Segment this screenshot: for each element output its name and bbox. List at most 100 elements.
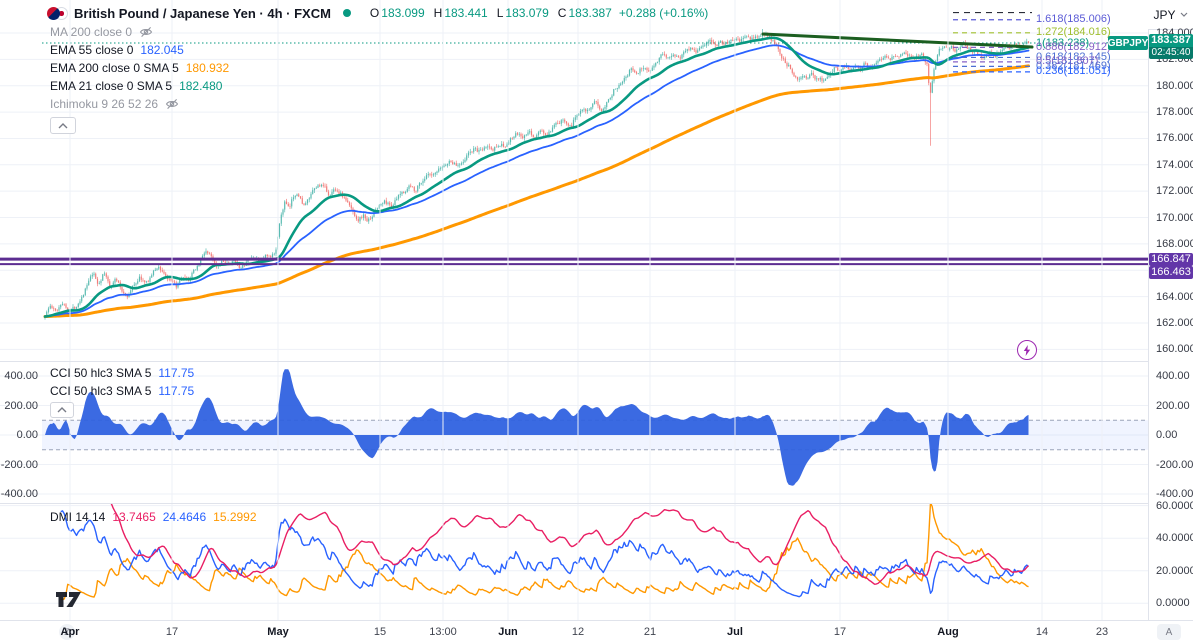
low-value: 183.079 [505,6,549,20]
collapse-main-pane-button[interactable] [50,117,76,134]
chevron-up-icon [57,407,67,413]
symbol-pair-icon [47,6,68,20]
chevron-up-icon [58,122,68,128]
price-axis[interactable] [1148,0,1193,620]
cci-value: 117.75 [158,366,195,380]
indicator-name: EMA 55 close 0 [50,43,134,57]
time-axis-label: 13:00 [429,626,457,638]
cci-axis-tick-left: -200.00 [0,458,38,471]
dmi-legend: DMI 14 14 13.7465 24.4646 15.2992 [50,508,257,526]
dmi-minus-di-value: 15.2992 [213,510,257,524]
collapse-cci-pane-button[interactable] [50,402,74,418]
price-axis-tick: 172.000 [1156,185,1193,198]
time-axis-label: May [267,626,289,638]
indicator-legend: MA 200 close 0 EMA 55 close 0 182.045 EMA 2… [50,23,708,113]
currency-label: JPY [1153,7,1176,22]
auto-scale-button[interactable]: A [1157,624,1181,640]
ohlc-values: O 183.099 H 183.441 L 183.079 C 183.387 +0.2… [363,6,708,20]
cci-axis-tick: -400.00 [1156,488,1193,500]
pane-separator[interactable] [0,503,1148,504]
level-price-label: 166.463 [1149,266,1193,279]
time-axis-label: Jun [498,626,518,638]
time-axis-label: 17 [165,626,179,638]
time-axis-label: Jul [727,626,743,638]
time-axis-label: 23 [1095,626,1109,638]
price-axis-tick: 176.000 [1156,132,1193,145]
fib-level-label: 0.886(182.912) [1036,40,1111,53]
cci-axis-tick: 200.00 [1156,399,1190,412]
indicator-value: 182.480 [179,79,223,93]
cci-legend-row[interactable]: CCI 50 hlc3 SMA 5 117.75 [50,364,194,382]
dmi-adx-value: 13.7465 [112,510,156,524]
open-value: 183.099 [381,6,425,20]
fib-level-label: 0.5(181.807) [1036,55,1099,68]
alert-lightning-icon[interactable] [1017,340,1037,360]
cci-axis-tick-left: 400.00 [4,370,38,382]
price-axis-tick: 160.000 [1156,343,1193,356]
dmi-axis-tick: 40.0000 [1156,532,1193,545]
lightning-bolt-icon [1023,344,1031,356]
eye-off-icon[interactable] [165,97,179,112]
dmi-legend-row[interactable]: DMI 14 14 13.7465 24.4646 15.2992 [50,508,257,526]
fib-level-label: 0.382(181.469) [1036,59,1111,72]
cci-name: CCI 50 hlc3 SMA 5 [50,384,152,398]
price-axis-tick: 168.000 [1156,237,1193,250]
level-price-label: 166.847 [1149,252,1193,266]
chevron-down-icon [1180,12,1187,17]
cci-axis-tick: 0.00 [1156,429,1178,441]
time-axis-label: 12 [571,626,585,638]
market-status-dot [342,9,351,17]
time-axis[interactable]: Z A Apr 17 May 15 13:00 Jun 12 21 Jul 17 Aug 14 23 [0,620,1193,643]
price-scale-currency-button[interactable]: JPY [1148,0,1193,30]
fib-level-label: 1(183.238) [1036,36,1090,49]
price-axis-tick: 178.000 [1156,106,1193,119]
indicator-name: EMA 21 close 0 SMA 5 [50,79,173,93]
cci-name: CCI 50 hlc3 SMA 5 [50,366,152,380]
indicator-legend-row[interactable]: MA 200 close 0 [50,23,708,41]
timezone-button[interactable]: Z [59,624,75,640]
cci-axis-tick: 400.00 [1156,370,1190,382]
cci-axis-tick-left: 0.00 [16,429,38,441]
cci-axis-tick: -200.00 [1156,458,1193,471]
symbol-title[interactable]: British Pound / Japanese Yen · 4h · FXCM [74,5,331,21]
indicator-legend-row[interactable]: EMA 55 close 0 182.045 [50,41,708,59]
high-label: H [433,6,443,20]
close-label: C [557,6,567,20]
dmi-axis-tick: 60.0000 [1156,499,1193,512]
dmi-axis-tick: 0.0000 [1156,597,1190,610]
indicator-name: EMA 200 close 0 SMA 5 [50,61,179,75]
cci-axis-tick-left: 200.00 [4,399,38,412]
dmi-name: DMI 14 14 [50,510,106,524]
indicator-name: Ichimoku 9 26 52 26 [50,97,159,111]
bar-countdown: 02:45:40 [1149,47,1193,59]
dmi-plus-di-value: 24.4646 [162,510,207,524]
time-axis-label: 14 [1035,626,1049,638]
indicator-value: 182.045 [140,43,184,57]
cci-legend-row[interactable]: CCI 50 hlc3 SMA 5 117.75 [50,382,194,400]
symbol-row[interactable]: British Pound / Japanese Yen · 4h · FXCM… [47,3,708,23]
indicator-legend-row[interactable]: EMA 200 close 0 SMA 5 180.932 [50,59,708,77]
fib-level-label: 1.618(185.006) [1036,13,1111,26]
fib-level-label: 0.618(182.145) [1036,50,1111,63]
price-axis-tick: 170.000 [1156,211,1193,224]
price-axis-tick: 164.000 [1156,290,1193,303]
symbol-line-marker: GBPJPY [1107,36,1149,50]
close-value: 183.387 [568,6,612,20]
cci-legend: CCI 50 hlc3 SMA 5 117.75 CCI 50 hlc3 SMA… [50,364,194,418]
indicator-name: MA 200 close 0 [50,25,133,39]
price-axis-tick: 174.000 [1156,158,1193,171]
indicator-legend-row[interactable]: Ichimoku 9 26 52 26 [50,95,708,113]
pane-separator[interactable] [0,361,1148,362]
fib-level-label: 1.272(184.016) [1036,26,1111,39]
cci-axis-tick-left: -400.00 [0,488,38,500]
indicator-legend-row[interactable]: EMA 21 close 0 SMA 5 182.480 [50,77,708,95]
high-value: 183.441 [444,6,488,20]
tradingview-logo[interactable] [56,592,82,612]
price-axis-tick: 180.000 [1156,79,1193,92]
time-axis-label: 17 [833,626,847,638]
time-axis-label: Aug [937,626,959,638]
indicator-value: 180.932 [185,61,230,75]
eye-off-icon[interactable] [139,25,153,40]
